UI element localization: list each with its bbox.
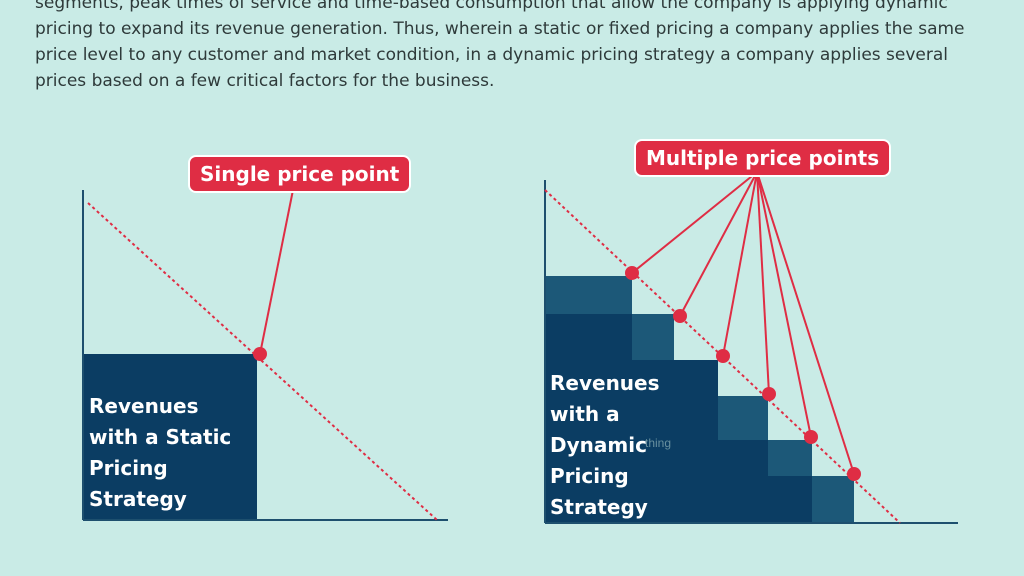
dynamic-step-5 <box>768 440 812 476</box>
static-callout-leader <box>259 189 294 355</box>
price-point <box>673 309 687 323</box>
paragraph-line: prices based on a few critical factors f… <box>35 71 495 91</box>
multiple-price-points-callout: Multiple price points <box>634 139 892 177</box>
dynamic-pricing-diagram <box>544 171 958 524</box>
label-line: Strategy <box>89 487 187 511</box>
leader-line <box>679 171 758 317</box>
dynamic-price-points <box>625 266 861 481</box>
dynamic-revenue-label: Revenues with a Dynamic Pricing Strategy <box>550 368 660 523</box>
leader-line <box>756 171 812 438</box>
watermark-fragment: thing <box>645 436 672 450</box>
price-point <box>716 349 730 363</box>
single-price-point-callout: Single price point <box>188 155 412 193</box>
dynamic-step-5-base <box>768 476 812 524</box>
dynamic-step-1 <box>546 276 632 314</box>
dynamic-step-6 <box>812 476 854 524</box>
static-pricing-diagram <box>82 189 448 521</box>
paragraph-line: price level to any customer and market c… <box>35 45 949 65</box>
static-revenue-block <box>83 354 257 520</box>
static-demand-line <box>87 202 438 521</box>
price-point <box>804 430 818 444</box>
leader-line <box>756 171 770 395</box>
dynamic-step-4-base <box>718 440 768 524</box>
paragraph-line: pricing to expand its revenue generation… <box>35 19 965 39</box>
paragraph-line: segments, peak times of service and time… <box>35 0 948 13</box>
label-line: Revenues <box>550 371 660 395</box>
label-line: Strategy <box>550 495 648 519</box>
label-line: Pricing <box>89 456 168 480</box>
leader-line <box>631 171 758 274</box>
dynamic-step-1-base <box>546 314 632 360</box>
leader-line <box>756 171 855 475</box>
label-line: Pricing <box>550 464 629 488</box>
dynamic-step-2 <box>632 314 674 360</box>
price-point <box>762 387 776 401</box>
price-point <box>625 266 639 280</box>
intro-paragraph: segments, peak times of service and time… <box>35 0 995 94</box>
dynamic-step-4 <box>718 396 768 440</box>
label-line: Dynamic <box>550 433 647 457</box>
price-point <box>847 467 861 481</box>
label-line: with a Static <box>89 425 232 449</box>
label-line: Revenues <box>89 394 199 418</box>
dynamic-callout-leaders <box>631 171 855 475</box>
dynamic-step-3 <box>546 360 718 524</box>
static-revenue-label: Revenues with a Static Pricing Strategy <box>89 391 231 515</box>
static-price-point <box>253 347 267 361</box>
label-line: with a <box>550 402 620 426</box>
leader-line <box>722 171 758 357</box>
